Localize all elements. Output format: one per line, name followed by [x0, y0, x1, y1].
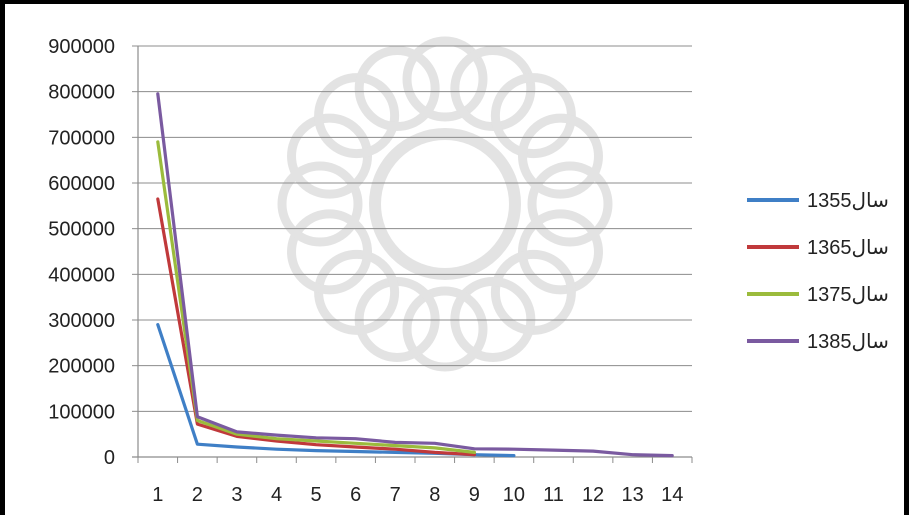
watermark-petal: [450, 46, 536, 132]
y-tick-label: 600000: [48, 173, 115, 195]
watermark-petal: [354, 276, 440, 362]
x-tick-label: 2: [192, 484, 203, 506]
legend-label: سال1385: [807, 331, 889, 353]
watermark-petal: [402, 36, 488, 122]
x-tick-label: 3: [231, 484, 242, 506]
watermark-petal: [314, 249, 400, 335]
y-tick-label: 300000: [48, 310, 115, 332]
watermark-petal: [314, 73, 400, 159]
legend-label: سال1375: [807, 284, 889, 306]
axes: [132, 45, 693, 463]
x-tick-label: 6: [350, 484, 361, 506]
series-line-3: [156, 140, 476, 454]
x-tick-label: 12: [582, 484, 604, 506]
x-tick-label: 7: [390, 484, 401, 506]
legend: سال1355 سال1365 سال1375 سال1385: [747, 190, 889, 353]
legend-label: سال1355: [807, 190, 889, 212]
x-tick-label: 14: [661, 484, 683, 506]
y-tick-label: 800000: [48, 82, 115, 104]
watermark-petal: [490, 249, 576, 335]
watermark-petal: [517, 209, 603, 295]
y-tick-label: 900000: [48, 36, 115, 58]
x-tick-label: 10: [503, 484, 525, 506]
watermark-petal: [450, 276, 536, 362]
x-axis-ticks: 1 2 3 4 5 6 7 8 9 10 11 12 13 14: [152, 484, 683, 506]
legend-label: سال1365: [807, 237, 889, 259]
watermark-petal: [287, 113, 373, 199]
y-tick-label: 200000: [48, 356, 115, 378]
series-line-2: [156, 197, 476, 457]
series-lines: [156, 92, 674, 458]
x-tick-label: 5: [311, 484, 322, 506]
watermark-petal: [402, 286, 488, 372]
y-tick-label: 400000: [48, 264, 115, 286]
y-tick-label: 500000: [48, 219, 115, 241]
x-tick-label: 8: [429, 484, 440, 506]
line-chart: 0 100000 200000 300000 400000 500000 600000 700…: [48, 36, 889, 506]
gridlines: [138, 45, 692, 412]
x-tick-label: 4: [271, 484, 282, 506]
series-line-4: [156, 92, 674, 458]
x-tick-label: 1: [152, 484, 163, 506]
watermark-petal: [287, 209, 373, 295]
watermark-ring: [369, 128, 521, 280]
watermark-emblem: [277, 36, 613, 372]
watermark-petal: [277, 161, 363, 247]
y-tick-label: 0: [104, 447, 115, 469]
y-tick-label: 700000: [48, 127, 115, 149]
y-axis-ticks: 0 100000 200000 300000 400000 500000 600000 700…: [48, 36, 115, 469]
y-tick-label: 100000: [48, 401, 115, 423]
x-tick-label: 13: [622, 484, 644, 506]
x-tick-label: 11: [543, 484, 564, 506]
watermark-petal: [517, 113, 603, 199]
watermark-petal: [527, 161, 613, 247]
watermark-petal: [354, 46, 440, 132]
watermark-petal: [490, 73, 576, 159]
x-tick-label: 9: [469, 484, 480, 506]
